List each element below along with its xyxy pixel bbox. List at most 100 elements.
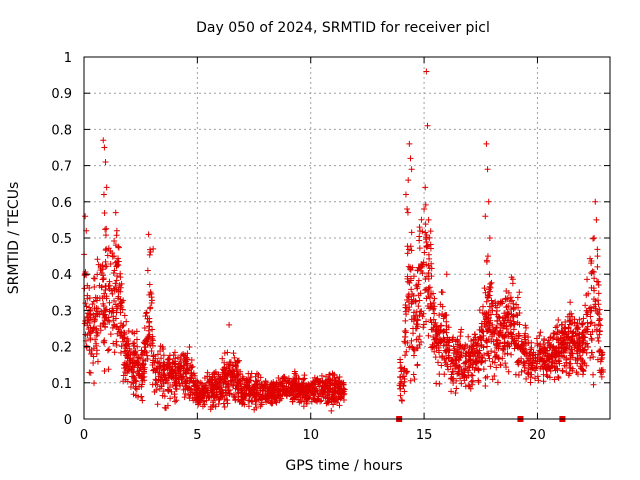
data-point <box>404 209 411 216</box>
data-point <box>505 329 512 336</box>
data-point <box>511 345 518 352</box>
data-point <box>523 324 530 331</box>
data-point <box>91 284 98 291</box>
data-point <box>458 380 465 387</box>
data-point <box>113 227 120 234</box>
data-point <box>418 264 425 271</box>
data-point <box>484 373 491 380</box>
data-point <box>478 335 485 342</box>
data-point <box>537 365 544 372</box>
data-point <box>221 364 228 371</box>
data-point <box>290 391 297 398</box>
data-point <box>291 394 298 401</box>
y-tick-label: 0.4 <box>51 268 72 283</box>
data-point <box>537 341 544 348</box>
data-point <box>595 278 602 285</box>
data-point <box>552 347 559 354</box>
data-point <box>201 385 208 392</box>
data-point <box>326 382 333 389</box>
data-point <box>109 290 116 297</box>
data-point <box>405 177 412 184</box>
x-tick-label: 5 <box>193 428 201 443</box>
data-point <box>182 390 189 397</box>
x-axis-label: GPS time / hours <box>285 458 402 474</box>
data-point <box>510 312 517 319</box>
data-point <box>102 247 109 254</box>
data-point <box>95 261 102 268</box>
data-point <box>103 246 110 253</box>
data-point <box>139 362 146 369</box>
data-point <box>473 359 480 366</box>
data-point <box>110 313 117 320</box>
data-point <box>433 380 440 387</box>
data-point <box>403 348 410 355</box>
data-point <box>187 391 194 398</box>
data-point <box>167 395 174 402</box>
data-point <box>221 404 228 411</box>
data-point <box>82 213 89 220</box>
data-point <box>551 376 558 383</box>
data-point <box>187 377 194 384</box>
data-point <box>595 297 602 304</box>
data-point <box>263 392 270 399</box>
data-point <box>249 397 256 404</box>
data-point <box>418 216 425 223</box>
data-point <box>259 394 266 401</box>
data-point <box>102 258 109 265</box>
data-point <box>125 350 132 357</box>
data-point <box>262 395 269 402</box>
data-point <box>402 329 409 336</box>
data-point <box>595 338 602 345</box>
data-point <box>570 338 577 345</box>
data-point <box>160 359 167 366</box>
data-point <box>98 284 105 291</box>
data-point <box>443 361 450 368</box>
data-point <box>152 369 159 376</box>
data-point <box>501 317 508 324</box>
data-point <box>408 166 415 173</box>
data-point <box>432 336 439 343</box>
data-point <box>404 250 411 257</box>
data-point <box>518 344 525 351</box>
data-point <box>324 392 331 399</box>
data-point <box>145 231 152 238</box>
data-point <box>464 343 471 350</box>
data-point <box>426 294 433 301</box>
data-point <box>175 354 182 361</box>
data-point <box>445 338 452 345</box>
data-point <box>115 243 122 250</box>
data-point <box>106 278 113 285</box>
data-point <box>421 249 428 256</box>
data-point <box>588 349 595 356</box>
data-point <box>151 366 158 373</box>
data-point <box>103 184 110 191</box>
data-point <box>324 378 331 385</box>
data-point <box>497 320 504 327</box>
data-point <box>587 320 594 327</box>
data-point <box>483 338 490 345</box>
data-point <box>453 362 460 369</box>
data-point <box>474 342 481 349</box>
data-point <box>128 373 135 380</box>
data-point <box>526 349 533 356</box>
data-point <box>487 281 494 288</box>
data-point <box>482 316 489 323</box>
data-point <box>158 355 165 362</box>
data-point <box>417 308 424 315</box>
data-point <box>551 330 558 337</box>
data-point <box>171 360 178 367</box>
data-point <box>431 340 438 347</box>
data-point <box>398 364 405 371</box>
data-point <box>499 332 506 339</box>
data-point <box>297 393 304 400</box>
data-point <box>178 359 185 366</box>
data-point <box>584 309 591 316</box>
data-point <box>81 320 88 327</box>
data-point <box>311 396 318 403</box>
data-point <box>442 349 449 356</box>
data-point <box>253 396 260 403</box>
data-point <box>325 399 332 406</box>
data-point <box>160 380 167 387</box>
data-point <box>146 323 153 330</box>
data-point <box>494 337 501 344</box>
